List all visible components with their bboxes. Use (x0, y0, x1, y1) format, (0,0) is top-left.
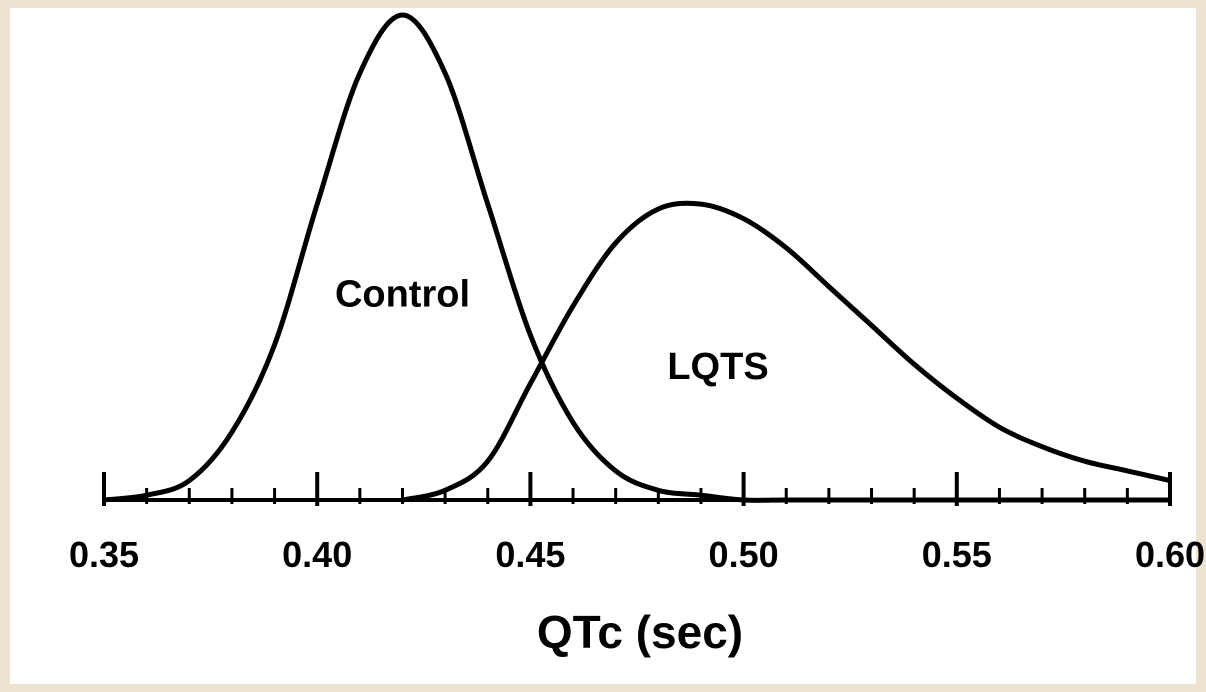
x-tick-label: 0.40 (282, 534, 352, 575)
x-tick-label: 0.35 (69, 534, 139, 575)
curve (103, 12, 1170, 503)
annotation: LQTS (667, 346, 768, 388)
x-tick-label: 0.60 (1135, 534, 1205, 575)
annotation: Control (335, 273, 470, 315)
x-tick-label: 0.55 (922, 534, 992, 575)
panel (10, 8, 1196, 684)
x-axis-title: QTc (sec) (537, 606, 743, 658)
x-tick-label: 0.45 (495, 534, 565, 575)
curve (401, 200, 1171, 503)
x-tick-label: 0.50 (709, 534, 779, 575)
